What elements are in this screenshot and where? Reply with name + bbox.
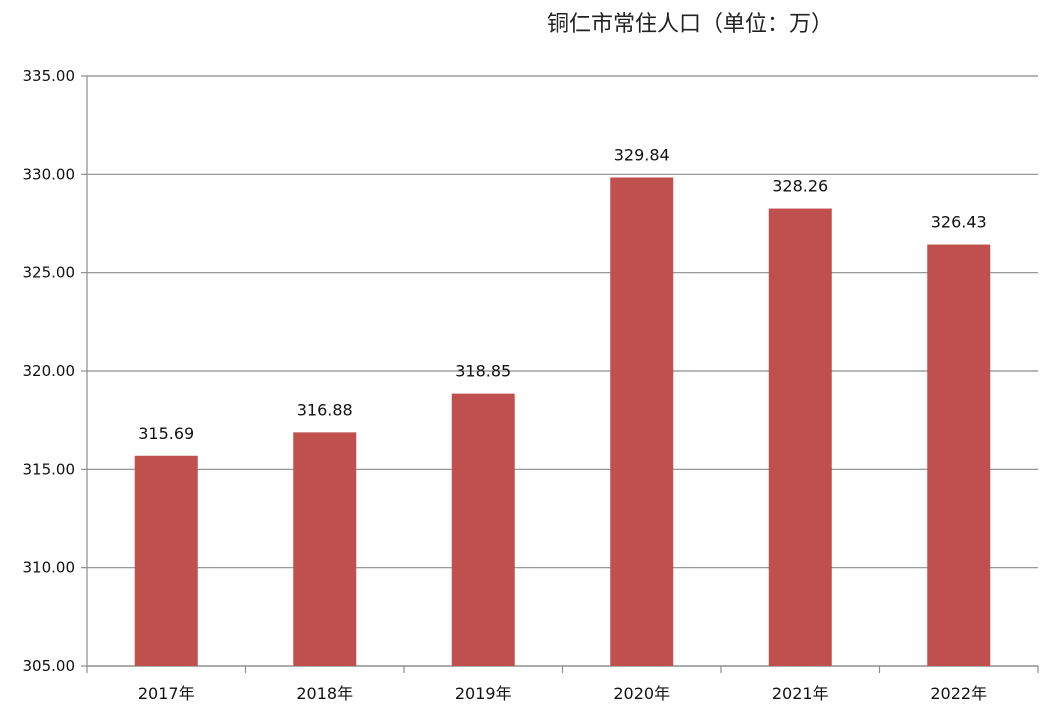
xtick-label: 2021年: [772, 684, 829, 703]
data-label: 329.84: [614, 145, 670, 164]
data-labels: 315.69 316.88 318.85 329.84 328.26 326.43: [138, 145, 986, 442]
xtick-label: 2020年: [613, 684, 670, 703]
xtick-label: 2022年: [930, 684, 987, 703]
data-label: 328.26: [772, 177, 828, 196]
axes: 305.00 310.00 315.00 320.00 325.00 330.00 335.…: [23, 67, 1039, 703]
data-label: 315.69: [138, 424, 194, 443]
bar-2019年: [451, 393, 515, 666]
ytick-label: 330.00: [23, 165, 76, 183]
data-label: 316.88: [297, 400, 353, 419]
ytick-label: 320.00: [23, 362, 76, 380]
bar-2020年: [610, 177, 674, 667]
bar-2022年: [927, 244, 991, 666]
ytick-label: 325.00: [23, 264, 76, 282]
bar-2017年: [134, 455, 198, 666]
bars: [134, 177, 991, 667]
ytick-label: 315.00: [23, 460, 76, 478]
chart-title: 铜仁市常住人口（单位：万）: [546, 12, 833, 37]
xtick-label: 2019年: [455, 684, 512, 703]
grid-lines: [87, 75, 1038, 667]
xtick-label: 2018年: [296, 684, 353, 703]
ytick-label: 305.00: [23, 657, 76, 675]
bar-2018年: [293, 432, 357, 666]
ytick-label: 335.00: [23, 67, 76, 85]
data-label: 326.43: [931, 213, 987, 232]
bar-2021年: [768, 208, 832, 666]
ytick-label: 310.00: [23, 559, 76, 577]
data-label: 318.85: [455, 362, 511, 381]
xtick-label: 2017年: [138, 684, 195, 703]
